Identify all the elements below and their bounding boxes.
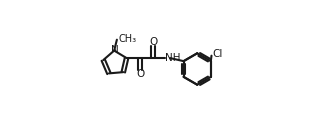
Text: O: O (149, 37, 157, 47)
Text: N: N (111, 45, 119, 55)
Text: O: O (136, 69, 144, 79)
Text: NH: NH (166, 53, 181, 63)
Text: CH₃: CH₃ (119, 34, 137, 44)
Text: Cl: Cl (212, 49, 222, 59)
